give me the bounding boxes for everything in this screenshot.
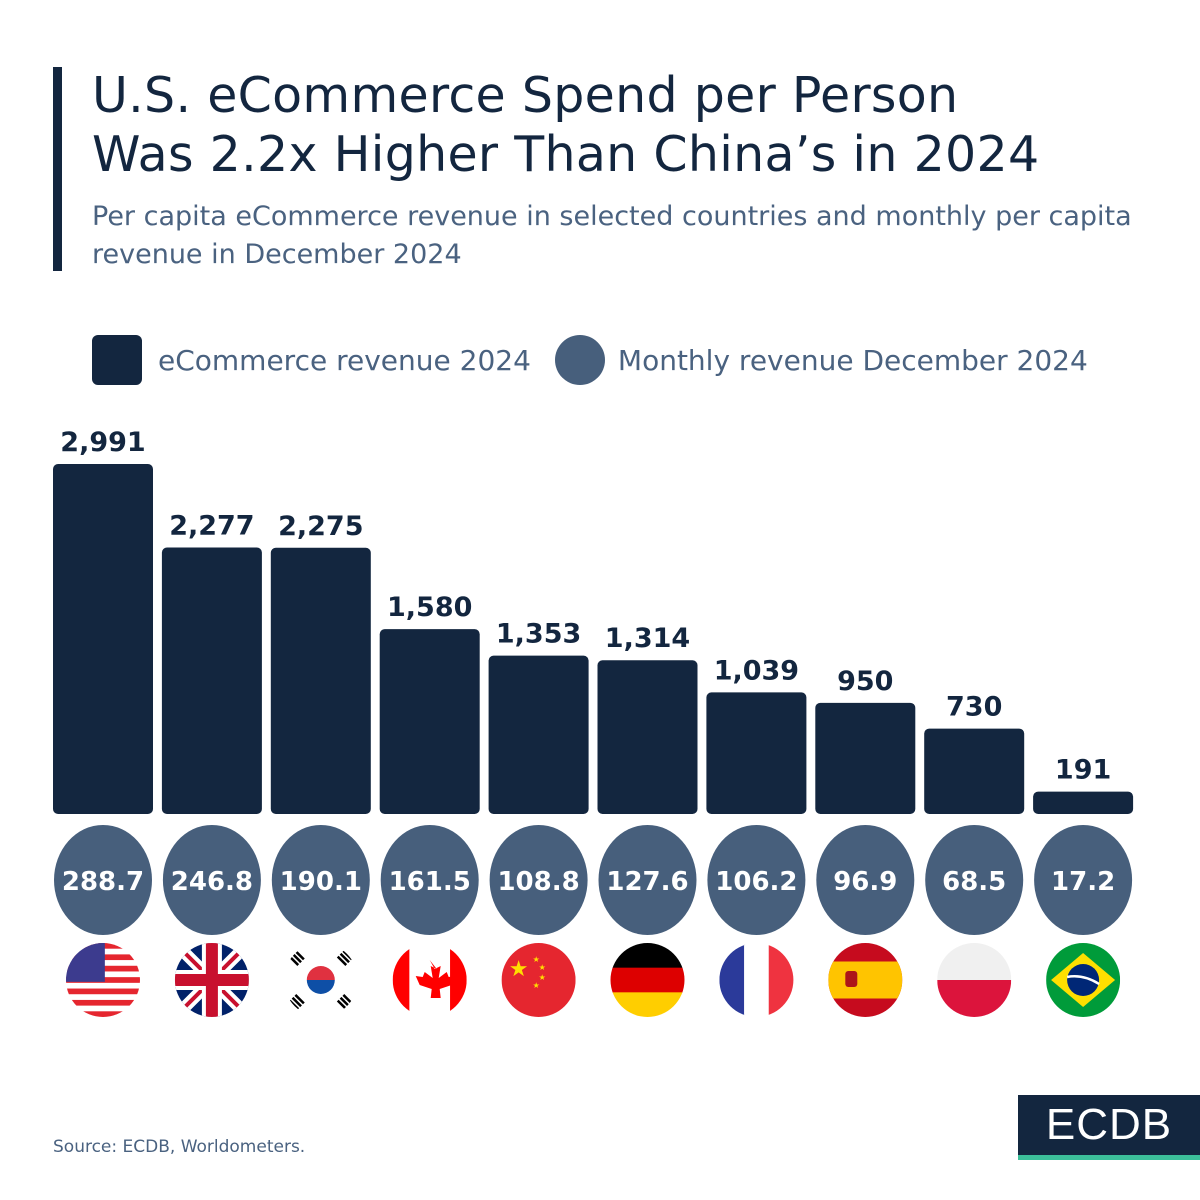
bar: [1033, 791, 1134, 814]
monthly-value-label: 108.8: [497, 867, 579, 897]
bar: [597, 660, 698, 814]
bar: [161, 547, 262, 814]
bar: [815, 702, 916, 814]
monthly-circle: [489, 825, 588, 935]
legend-label-annual: eCommerce revenue 2024: [158, 343, 531, 377]
monthly-value-label: 246.8: [171, 867, 253, 897]
monthly-value-label: 68.5: [942, 867, 1006, 897]
bar: [53, 464, 153, 814]
spain-flag-icon: [828, 943, 903, 1017]
monthly-circle: [598, 825, 697, 935]
bar-value-label: 2,275: [278, 511, 363, 542]
monthly-circle: [925, 825, 1024, 935]
bar-value-label: 2,991: [60, 427, 145, 458]
monthly-value-label: 190.1: [280, 867, 362, 897]
bar: [706, 692, 807, 814]
title-line-2: Was 2.2x Higher Than China’s in 2024: [92, 126, 1040, 183]
title-accent-bar: [53, 67, 62, 271]
legend-swatch-bar: [92, 335, 142, 385]
us-flag-icon: [66, 943, 140, 1017]
monthly-value-label: 127.6: [606, 867, 688, 897]
bar-value-label: 2,277: [169, 511, 254, 542]
subtitle: Per capita eCommerce revenue in selected…: [92, 201, 1132, 270]
poland-flag-icon: [937, 943, 1012, 1017]
monthly-circle: [816, 825, 915, 935]
china-flag-icon: ★ ★★★★: [501, 943, 576, 1017]
monthly-value-label: 106.2: [715, 867, 797, 897]
brazil-flag-icon: [1046, 943, 1121, 1017]
bar-value-label: 950: [837, 666, 893, 697]
monthly-circle: [271, 825, 370, 935]
monthly-value-label: 17.2: [1051, 867, 1115, 897]
svg-text:★: ★: [533, 981, 540, 990]
source-note: Source: ECDB, Worldometers.: [53, 1137, 306, 1157]
monthly-circle: [54, 825, 152, 935]
svg-text:★: ★: [509, 957, 529, 982]
legend-label-monthly: Monthly revenue December 2024: [617, 343, 1088, 377]
bar: [488, 655, 589, 814]
bar: [379, 629, 480, 814]
canada-flag-icon: [392, 943, 467, 1017]
bar-value-label: 1,353: [496, 619, 581, 650]
svg-text:★: ★: [533, 955, 540, 964]
legend-swatch-circle: [554, 335, 605, 385]
bar: [270, 547, 371, 814]
uk-flag-icon: [174, 943, 249, 1017]
monthly-circle: [162, 825, 261, 935]
title-line-1: U.S. eCommerce Spend per Person: [92, 67, 959, 124]
svg-text:★: ★: [539, 963, 546, 972]
bar-value-label: 191: [1055, 755, 1111, 786]
bar-value-label: 1,039: [714, 655, 799, 686]
monthly-circle: [707, 825, 806, 935]
monthly-circle: [1034, 825, 1133, 935]
monthly-value-label: 96.9: [833, 867, 897, 897]
svg-text:★: ★: [539, 973, 546, 982]
bar-value-label: 730: [946, 692, 1002, 723]
legend: eCommerce revenue 2024 Monthly revenue D…: [92, 335, 1088, 385]
monthly-value-label: 288.7: [62, 867, 144, 897]
ecdb-logo: ECDB: [1018, 1095, 1200, 1160]
monthly-circle: [380, 825, 479, 935]
france-flag-icon: [719, 943, 794, 1017]
germany-flag-icon: [610, 943, 685, 1017]
bar-value-label: 1,580: [387, 592, 472, 623]
page-title: U.S. eCommerce Spend per Person Was 2.2x…: [92, 66, 1039, 184]
bar-value-label: 1,314: [605, 623, 690, 654]
bar: [924, 728, 1025, 814]
monthly-value-label: 161.5: [389, 867, 471, 897]
south-korea-flag-icon: [283, 943, 358, 1017]
